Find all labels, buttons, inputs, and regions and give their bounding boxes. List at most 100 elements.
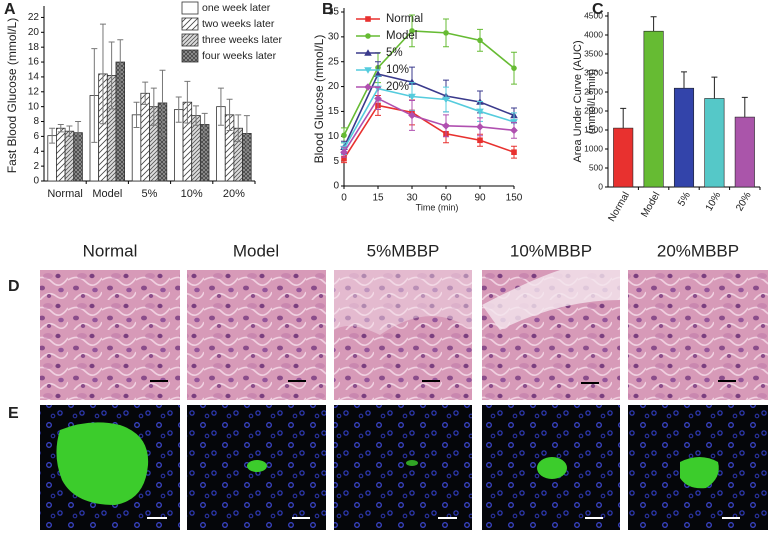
y-tick-label: 6 <box>33 131 39 142</box>
error-bar <box>117 39 124 85</box>
bar <box>704 98 725 188</box>
bar <box>140 92 150 182</box>
y-tick-label: 10 <box>28 101 40 112</box>
error-bar <box>133 101 140 128</box>
y-tick-label: 5 <box>333 156 339 167</box>
marker <box>341 132 347 139</box>
image-title: Model <box>233 241 279 260</box>
y-tick-label: 500 <box>589 162 603 172</box>
error-bar <box>49 127 56 144</box>
legend-swatch <box>181 1 199 15</box>
marker <box>340 148 348 156</box>
marker <box>408 111 416 120</box>
marker <box>374 94 382 103</box>
legend-label: 10% <box>386 64 409 76</box>
islet <box>406 460 418 466</box>
marker <box>442 96 450 104</box>
x-tick-label: 5% <box>676 190 693 208</box>
image-title: Normal <box>83 241 138 260</box>
x-tick-label: 20% <box>223 188 245 200</box>
panel-label: E <box>8 405 19 422</box>
legend-marker <box>365 33 371 39</box>
legend-swatch <box>181 49 199 63</box>
y-tick-label: 4000 <box>584 29 603 39</box>
marker <box>477 37 483 44</box>
y-axis-label: Fast Blood Glucose (mmol/L) <box>5 18 19 173</box>
marker <box>511 149 517 155</box>
bar <box>613 127 634 188</box>
image-title: 5%MBBP <box>367 241 440 260</box>
bar <box>56 127 66 182</box>
y-axis-label: Blood Glucose (mmol/L) <box>312 35 326 164</box>
legend-marker <box>364 49 372 56</box>
legend-label: two weeks later <box>202 18 275 30</box>
y-tick-label: 0 <box>33 176 39 187</box>
y-tick-label: 4 <box>33 146 39 157</box>
marker <box>408 78 416 85</box>
y-tick-label: 12 <box>28 86 40 97</box>
y-axis-label: Area Under Curve (AUC) <box>572 40 584 162</box>
islet <box>537 457 567 479</box>
y-tick-label: 3500 <box>584 48 603 58</box>
bar <box>734 116 755 188</box>
histology-image <box>40 270 180 400</box>
marker <box>443 30 449 36</box>
legend-label: one week later <box>202 2 271 14</box>
islet <box>56 422 149 505</box>
error-bar <box>650 16 657 32</box>
marker <box>442 122 450 130</box>
fluorescence-image <box>334 405 472 530</box>
error-bar <box>66 125 73 137</box>
error-bar <box>620 107 627 129</box>
marker <box>510 126 518 135</box>
error-bar <box>217 87 224 126</box>
panel-label: B <box>322 1 334 18</box>
legend-swatch <box>181 33 199 47</box>
error-bar <box>99 23 106 125</box>
error-bar <box>108 41 115 110</box>
legend-marker <box>365 16 371 22</box>
error-bar <box>193 105 200 126</box>
y-tick-label: 8 <box>33 116 39 127</box>
image-title: 10%MBBP <box>510 241 592 260</box>
y-tick-label: 20 <box>28 27 40 38</box>
y-tick-label: 20 <box>328 81 340 92</box>
legend-label: 20% <box>386 81 409 93</box>
histology-image <box>628 270 768 400</box>
error-bar <box>201 112 208 137</box>
error-bar <box>159 69 166 137</box>
y-tick-label: 3000 <box>584 67 603 77</box>
y-tick-label: 35 <box>328 7 340 18</box>
histology-image <box>334 270 472 400</box>
y-tick-label: 4500 <box>584 10 603 20</box>
y-tick-label: 14 <box>28 72 40 83</box>
y-tick-label: 0 <box>598 181 603 191</box>
y-tick-label: 22 <box>28 12 40 23</box>
panel-label: D <box>8 278 20 295</box>
error-bar <box>226 98 233 131</box>
bar <box>64 130 75 182</box>
x-tick-label: 15 <box>372 193 384 204</box>
error-bar <box>184 80 191 124</box>
image-title: 20%MBBP <box>657 241 739 260</box>
y-tick-label: 25 <box>328 56 340 67</box>
scale-bars <box>150 380 736 384</box>
legend-label: Normal <box>386 13 423 25</box>
x-tick-label: Normal <box>47 188 82 200</box>
y-tick-label: 2500 <box>584 86 603 96</box>
marker <box>374 70 382 77</box>
legend-label: four weeks later <box>202 50 277 62</box>
marker <box>511 65 517 71</box>
panel-label: A <box>4 1 16 18</box>
x-tick-label: 30 <box>406 193 418 204</box>
legend-label: 5% <box>386 47 403 59</box>
bar <box>643 30 664 188</box>
y-tick-label: 2 <box>33 161 39 172</box>
error-bar <box>142 81 149 105</box>
legend-marker <box>364 83 372 91</box>
histology-image <box>187 270 326 400</box>
x-tick-label: 10% <box>704 190 724 213</box>
x-axis-label: Time (min) <box>416 202 459 212</box>
error-bar <box>235 114 242 143</box>
y-tick-label: 16 <box>28 57 40 68</box>
